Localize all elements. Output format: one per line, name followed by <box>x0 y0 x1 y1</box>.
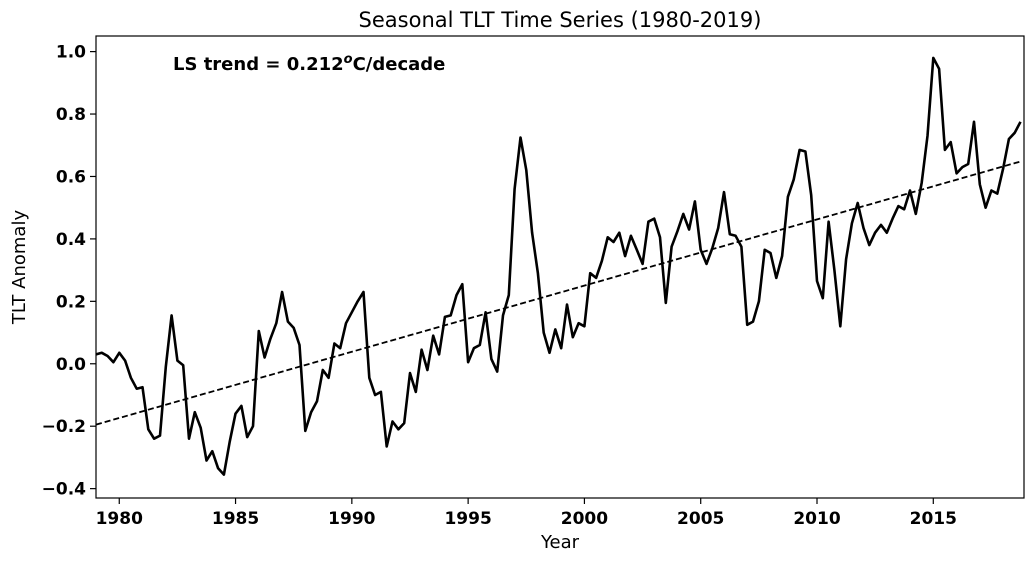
y-tick-label: 1.0 <box>56 43 86 63</box>
x-axis-label: Year <box>540 532 580 553</box>
y-tick-label: 0.4 <box>56 230 86 250</box>
plot-area <box>95 56 1022 476</box>
chart-title: Seasonal TLT Time Series (1980-2019) <box>359 8 762 32</box>
x-tick-label: 2015 <box>910 509 957 529</box>
x-tick-label: 1985 <box>212 509 259 529</box>
y-axis-label: TLT Anomaly <box>9 210 30 326</box>
trend-annotation-prefix: LS trend = 0.212 <box>173 54 344 75</box>
y-tick-label: 0.8 <box>56 105 86 125</box>
x-tick-label: 2010 <box>793 509 840 529</box>
y-tick-label: 0.2 <box>56 292 86 312</box>
trend-line <box>95 160 1021 426</box>
x-tick-label: 1980 <box>96 509 143 529</box>
y-tick-label: 0.0 <box>56 355 86 375</box>
x-tick-label: 1995 <box>444 509 491 529</box>
y-axis: −0.4 −0.2 0.0 0.2 0.4 0.6 0.8 1.0 <box>42 43 96 500</box>
trend-annotation-suffix: C/decade <box>353 54 446 75</box>
x-tick-label: 2005 <box>677 509 724 529</box>
trend-annotation-degree: o <box>344 52 353 67</box>
x-axis: 1980 1985 1990 1995 2000 2005 2010 2015 <box>96 498 957 529</box>
y-tick-label: 0.6 <box>56 167 86 187</box>
plot-frame <box>95 35 1025 499</box>
x-tick-label: 1990 <box>328 509 375 529</box>
y-tick-label: −0.4 <box>42 480 87 500</box>
x-tick-label: 2000 <box>561 509 608 529</box>
trend-annotation: LS trend = 0.212oC/decade <box>173 52 445 75</box>
y-tick-label: −0.2 <box>42 417 86 437</box>
anomaly-line <box>95 56 1022 476</box>
